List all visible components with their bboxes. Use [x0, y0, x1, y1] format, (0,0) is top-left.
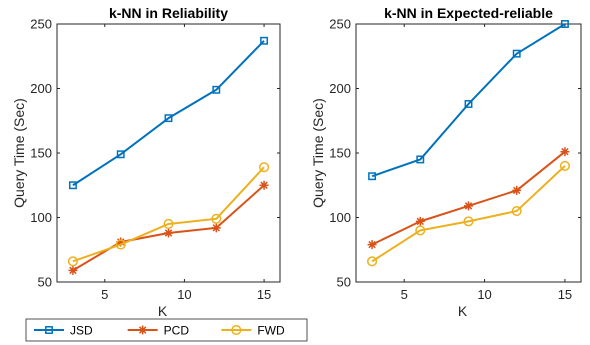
data-point-fwd: [559, 160, 570, 171]
data-point-pcd: [560, 147, 570, 157]
data-point-pcd: [415, 216, 425, 226]
data-point-pcd: [259, 180, 269, 190]
series-line-fwd: [371, 165, 566, 263]
legend-label: FWD: [257, 324, 285, 338]
data-point-jsd: [116, 150, 125, 159]
x-tick-label: 10: [477, 287, 491, 302]
data-point-jsd: [164, 114, 173, 123]
y-tick-label: 150: [30, 146, 52, 161]
y-axis-label: Query Time (Sec): [11, 98, 27, 208]
data-point-jsd: [512, 49, 521, 58]
data-point-fwd: [163, 218, 174, 229]
x-axis-label: K: [158, 303, 168, 319]
data-point-jsd: [416, 155, 425, 164]
chart-title: k-NN in Expected-reliable: [384, 5, 553, 21]
data-point-fwd: [463, 216, 474, 227]
data-point-fwd: [259, 162, 270, 173]
x-tick-label: 10: [177, 287, 191, 302]
x-tick-label: 15: [558, 287, 572, 302]
data-point-pcd: [464, 201, 473, 211]
data-point-jsd: [560, 20, 569, 28]
y-tick-label: 100: [329, 210, 351, 225]
y-tick-label: 250: [30, 17, 52, 32]
data-point-fwd: [115, 239, 126, 250]
y-tick-label: 250: [329, 17, 351, 32]
plot-area: [56, 23, 281, 283]
right-chart-panel: 50 100 150 200 250 5 10 15 k-NN in Expected-reli…: [310, 5, 582, 319]
legend-label: PCD: [164, 324, 190, 338]
data-point-jsd: [260, 36, 269, 45]
y-tick-label: 100: [30, 210, 52, 225]
data-point-pcd: [116, 237, 126, 247]
x-tick-label: 15: [257, 287, 271, 302]
series-line-jsd: [371, 23, 566, 178]
plot-area: [355, 23, 582, 283]
y-tick-label: 200: [329, 81, 351, 96]
x-tick-label: 5: [101, 287, 108, 302]
y-tick-label: 50: [38, 275, 52, 290]
data-point-pcd: [512, 185, 522, 195]
legend: JSD PCD FWD: [25, 318, 308, 342]
series-line-jsd: [72, 40, 265, 187]
data-point-jsd: [464, 100, 473, 108]
data-point-fwd: [211, 213, 222, 224]
y-tick-label: 150: [329, 146, 351, 161]
series-line-fwd: [72, 166, 265, 263]
data-point-jsd: [68, 181, 77, 190]
data-point-fwd: [367, 256, 378, 267]
data-point-jsd: [212, 85, 221, 94]
y-tick-label: 50: [337, 275, 351, 290]
x-tick-label: 5: [401, 287, 408, 302]
data-point-fwd: [67, 256, 78, 267]
data-point-pcd: [211, 223, 221, 233]
legend-marker-jsd: [45, 326, 53, 334]
data-point-pcd: [367, 240, 377, 250]
data-point-fwd: [511, 206, 522, 217]
data-point-pcd: [68, 265, 78, 275]
data-point-jsd: [368, 172, 377, 181]
chart-title: k-NN in Reliability: [109, 5, 228, 21]
data-point-fwd: [415, 225, 426, 236]
legend-marker-pcd: [138, 325, 148, 335]
legend-marker-fwd: [231, 324, 242, 336]
y-tick-label: 200: [30, 81, 52, 96]
data-point-pcd: [164, 228, 173, 238]
left-chart-panel: 50 100 150 200 250 5 10 15 k-NN in Reliability K Q…: [11, 5, 281, 319]
x-axis-label: K: [458, 303, 468, 319]
y-axis-label: Query Time (Sec): [310, 98, 326, 208]
legend-box: [25, 318, 308, 342]
legend-label: JSD: [70, 324, 93, 338]
